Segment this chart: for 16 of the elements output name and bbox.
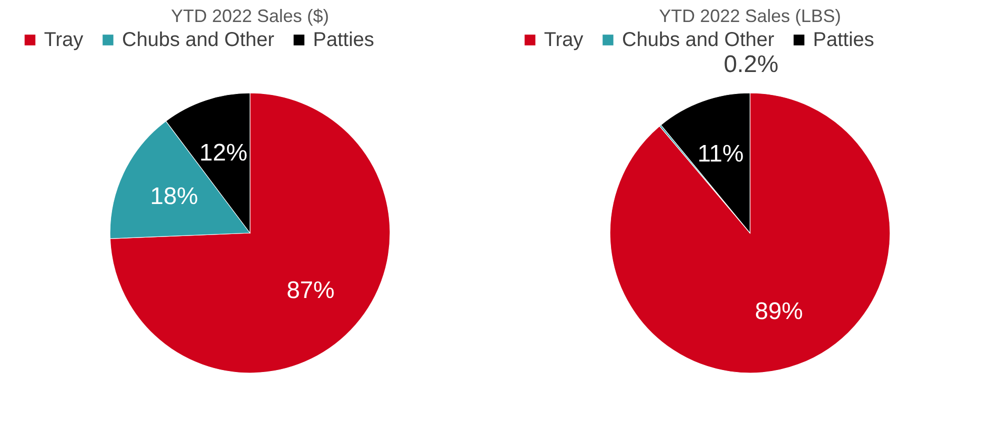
legend-label: Patties xyxy=(813,29,874,51)
legend-label: Chubs and Other xyxy=(622,29,775,51)
data-label: 18% xyxy=(150,182,198,210)
legend-label: Tray xyxy=(44,29,84,51)
pie-slice xyxy=(610,92,890,374)
data-label: 11% xyxy=(697,140,744,168)
data-label: 87% xyxy=(286,277,335,304)
legend-label: Chubs and Other xyxy=(122,29,275,51)
data-label: 12% xyxy=(199,139,248,166)
data-label: 89% xyxy=(754,298,803,325)
legend-label: Tray xyxy=(544,29,584,51)
data-label: 0.2% xyxy=(724,51,778,78)
legend-label: Patties xyxy=(313,29,374,51)
chart-title: YTD 2022 Sales ($) xyxy=(170,6,330,26)
pie-slice xyxy=(110,92,390,374)
chart-title: YTD 2022 Sales (LBS) xyxy=(658,6,842,26)
